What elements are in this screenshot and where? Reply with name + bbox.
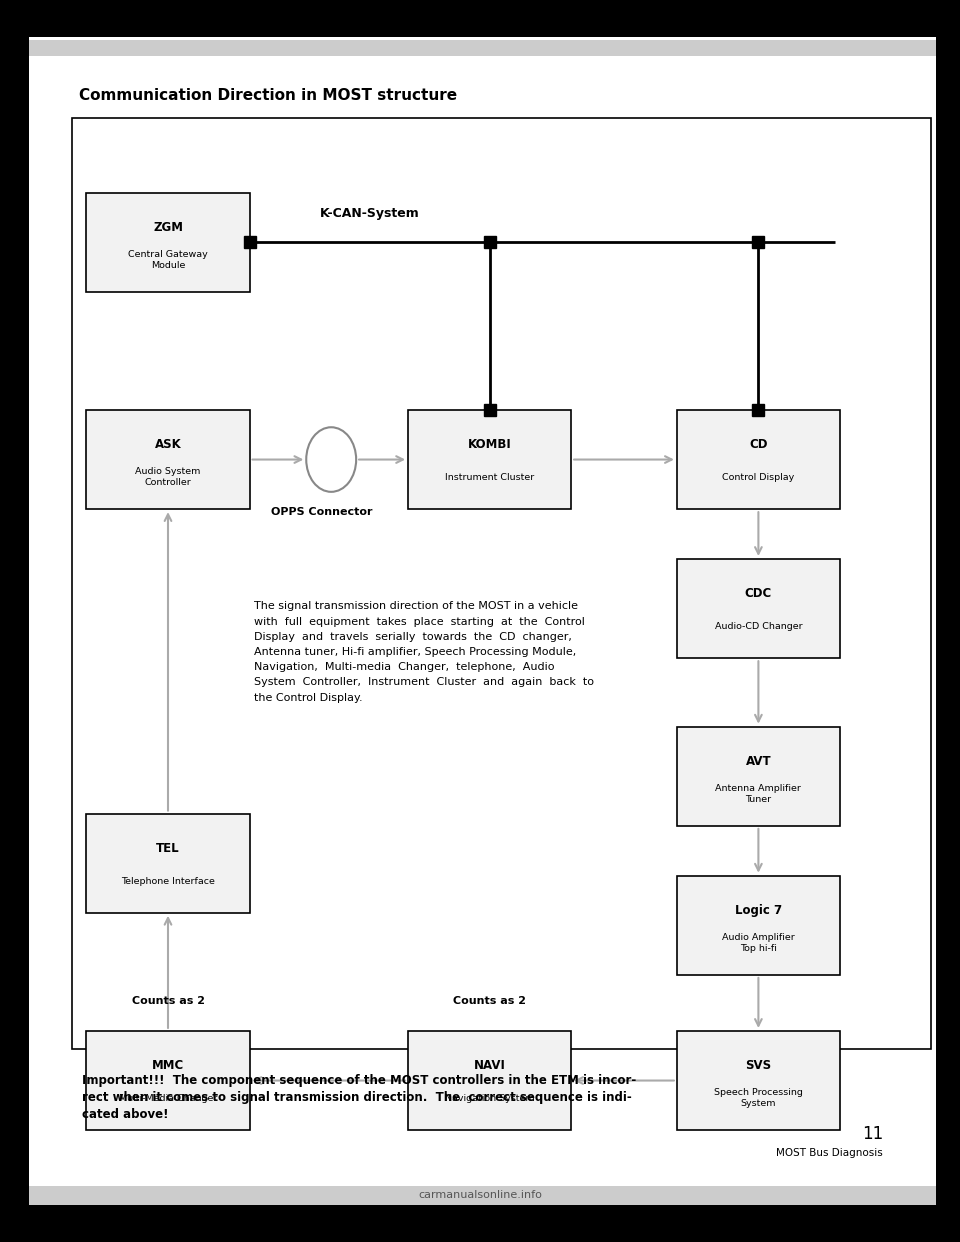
Text: SVS: SVS [745, 1059, 772, 1072]
FancyBboxPatch shape [677, 1031, 840, 1130]
Text: ASK: ASK [155, 438, 181, 451]
Text: KOMBI: KOMBI [468, 438, 512, 451]
FancyBboxPatch shape [677, 559, 840, 658]
Text: CDC: CDC [745, 587, 772, 600]
FancyBboxPatch shape [408, 410, 571, 509]
Text: 11: 11 [862, 1125, 883, 1143]
Text: Logic 7: Logic 7 [734, 904, 782, 917]
FancyBboxPatch shape [408, 1031, 571, 1130]
FancyBboxPatch shape [677, 410, 840, 509]
Text: Audio-CD Changer: Audio-CD Changer [714, 622, 803, 631]
Text: Speech Processing
System: Speech Processing System [714, 1088, 803, 1108]
Text: Multi-Media Changer: Multi-Media Changer [119, 1094, 217, 1103]
Text: ZGM: ZGM [153, 221, 183, 233]
Text: TEL: TEL [156, 842, 180, 854]
FancyBboxPatch shape [86, 193, 250, 292]
Text: K-CAN-System: K-CAN-System [320, 207, 420, 220]
FancyBboxPatch shape [29, 40, 936, 56]
Text: Communication Direction in MOST structure: Communication Direction in MOST structur… [79, 88, 457, 103]
Text: Antenna Amplifier
Tuner: Antenna Amplifier Tuner [715, 784, 802, 804]
Text: Instrument Cluster: Instrument Cluster [445, 473, 534, 482]
FancyBboxPatch shape [86, 1031, 250, 1130]
FancyBboxPatch shape [677, 876, 840, 975]
Text: Audio Amplifier
Top hi-fi: Audio Amplifier Top hi-fi [722, 933, 795, 953]
Text: Central Gateway
Module: Central Gateway Module [128, 250, 208, 270]
Text: OPPS Connector: OPPS Connector [271, 507, 372, 517]
FancyBboxPatch shape [29, 37, 936, 1186]
Text: AVT: AVT [746, 755, 771, 768]
Text: NAVI: NAVI [473, 1059, 506, 1072]
Text: Telephone Interface: Telephone Interface [121, 877, 215, 886]
Text: CD: CD [749, 438, 768, 451]
Text: Audio System
Controller: Audio System Controller [135, 467, 201, 487]
Text: MMC: MMC [152, 1059, 184, 1072]
Text: Important!!!  The component sequence of the MOST controllers in the ETM is incor: Important!!! The component sequence of t… [82, 1074, 636, 1122]
FancyBboxPatch shape [86, 814, 250, 913]
Text: carmanualsonline.info: carmanualsonline.info [418, 1190, 542, 1201]
FancyBboxPatch shape [29, 0, 936, 37]
Text: Counts as 2: Counts as 2 [132, 996, 204, 1006]
FancyBboxPatch shape [29, 1186, 936, 1205]
FancyBboxPatch shape [72, 118, 931, 1049]
Text: Control Display: Control Display [722, 473, 795, 482]
Text: MOST Bus Diagnosis: MOST Bus Diagnosis [777, 1148, 883, 1158]
Text: Navigation System: Navigation System [444, 1094, 535, 1103]
Text: The signal transmission direction of the MOST in a vehicle
with  full  equipment: The signal transmission direction of the… [254, 601, 594, 703]
Text: Counts as 2: Counts as 2 [453, 996, 526, 1006]
FancyBboxPatch shape [86, 410, 250, 509]
FancyBboxPatch shape [677, 727, 840, 826]
